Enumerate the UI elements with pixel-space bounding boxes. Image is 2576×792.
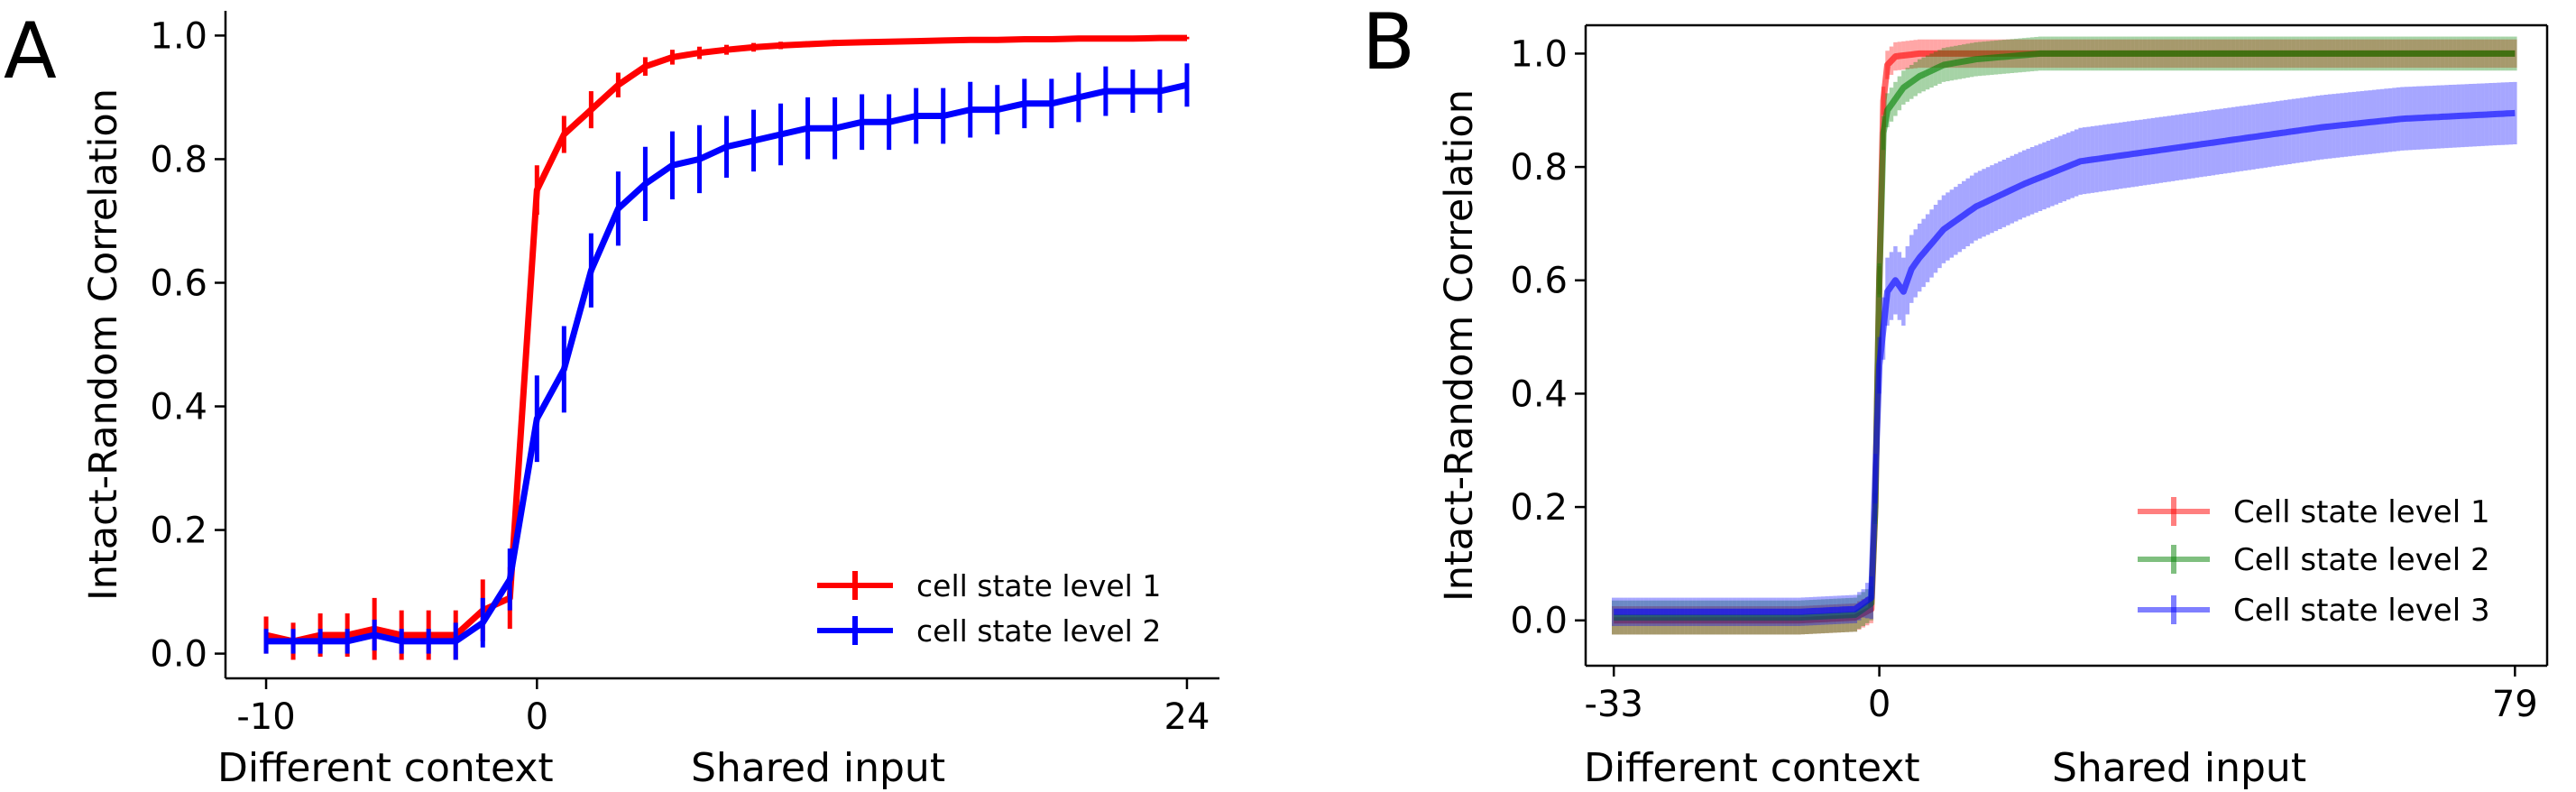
legend-b-label-3: Cell state level 3 [2233, 593, 2490, 629]
panel-a-ytick-label: 0.4 [150, 387, 207, 428]
panel-a-ytick-label: 0.8 [150, 139, 207, 180]
panel-a-xtick-label: 0 [526, 696, 548, 738]
legend-b-label-2: Cell state level 2 [2233, 542, 2490, 578]
panel-a-xlabel-left: Different context [217, 745, 554, 791]
panel-b-xtick-label: -33 [1585, 684, 1643, 725]
panel-a-ytick-label: 0.2 [150, 511, 207, 552]
panel-b-ytick-label: 0.4 [1510, 373, 1568, 415]
panel-b-xlabel-right: Shared input [2052, 745, 2306, 791]
panel-b-xtick-label: 0 [1868, 684, 1891, 725]
panel-a-xtick-label: -10 [236, 696, 295, 738]
panel-a-letter: A [4, 6, 57, 97]
panel-b-ytick-label: 0.6 [1510, 261, 1568, 302]
panel-a-ytick-label: 1.0 [150, 15, 207, 57]
panel-b-letter: B [1362, 0, 1415, 87]
panel-b-ytick-label: 0.0 [1510, 601, 1568, 642]
panel-b-series-line-3 [1614, 109, 2516, 615]
panel-a-ytick-label: 0.6 [150, 262, 207, 304]
panel-a-series-line-1 [265, 34, 1187, 645]
panel-b-xtick-label: 79 [2492, 684, 2538, 725]
legend-a-label-1: cell state level 1 [916, 568, 1161, 603]
panel-b-legend: Cell state level 1 Cell state level 2 Ce… [2138, 494, 2490, 629]
panel-b-ytick-label: 0.2 [1510, 487, 1568, 529]
panel-a: A 0.0 0.2 0.4 0.6 0.8 1.0 -10 0 24 Intact-Rando… [4, 6, 1219, 791]
panel-a-ylabel: Intact-Random Correlation [81, 88, 126, 601]
panel-a-xtick-label: 24 [1164, 696, 1210, 738]
panel-b-ylabel: Intact-Random Correlation [1437, 89, 1482, 602]
panel-a-series-line-2 [266, 81, 1188, 645]
legend-a-label-2: cell state level 2 [916, 613, 1161, 649]
legend-b-label-1: Cell state level 1 [2233, 494, 2490, 530]
panel-b-ytick-label: 1.0 [1510, 33, 1568, 75]
panel-b: B 0.0 0.2 0.4 0.6 0.8 1.0 -33 0 79 Intact-Rando… [1362, 0, 2549, 791]
panel-b-ytick-label: 0.8 [1510, 147, 1568, 189]
panel-a-xlabel-right: Shared input [691, 745, 945, 791]
panel-a-legend: cell state level 1 cell state level 2 [817, 568, 1161, 649]
panel-a-ytick-label: 0.0 [150, 634, 207, 676]
panel-b-xlabel-left: Different context [1584, 745, 1920, 791]
panel-b-series-line-2 [1614, 50, 2516, 622]
